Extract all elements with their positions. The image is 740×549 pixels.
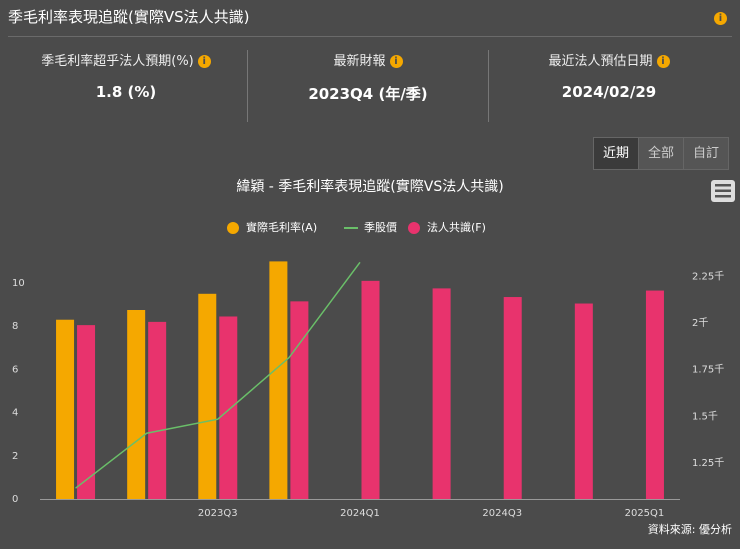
- x-tick-label: 2025Q1: [625, 508, 665, 519]
- x-tick-label: 2023Q3: [198, 508, 238, 519]
- y2-tick-label: 1.75千: [692, 364, 724, 376]
- range-button[interactable]: 自訂: [683, 137, 729, 170]
- y2-tick-label: 2千: [692, 317, 708, 329]
- range-button[interactable]: 近期: [593, 137, 639, 170]
- y-tick-label: 8: [12, 321, 18, 332]
- stat-value: 1.8 (%): [95, 83, 157, 101]
- menu-line: [715, 189, 731, 192]
- stat-value: 2023Q4 (年/季): [308, 85, 428, 103]
- bar: [503, 297, 522, 499]
- header-title: 季毛利率表現追蹤(實際VS法人共識): [8, 8, 250, 26]
- legend-symbol: [227, 222, 239, 234]
- y2-tick-label: 2.25千: [692, 270, 724, 282]
- legend-label: 實際毛利率(A): [246, 220, 317, 234]
- bar: [77, 325, 96, 499]
- source: 資料來源: 優分析: [648, 522, 732, 536]
- menu-line: [715, 184, 731, 187]
- bar: [127, 310, 146, 499]
- bar: [290, 301, 309, 499]
- legend-label: 法人共識(F): [427, 220, 486, 234]
- stat: 最新財報 i 2023Q4 (年/季): [248, 50, 488, 104]
- bar: [645, 290, 664, 499]
- y2-tick-label: 1.5千: [692, 410, 718, 422]
- menu-line: [715, 195, 731, 198]
- y-tick-label: 4: [12, 408, 18, 419]
- line: [75, 261, 361, 489]
- legend-symbol: [408, 222, 420, 234]
- x-tick-label: 2024Q3: [482, 508, 522, 519]
- menu-button[interactable]: [711, 180, 735, 202]
- y-tick-label: 10: [12, 278, 25, 289]
- stat: 季毛利率超乎法人預期(%) i 1.8 (%): [6, 50, 246, 101]
- stat: 最近法人預估日期 i 2024/02/29: [489, 50, 729, 101]
- y-tick-label: 0: [12, 494, 18, 505]
- stat-label: 最新財報: [333, 54, 386, 69]
- y2-tick-label: 1.25千: [692, 457, 724, 469]
- bar: [56, 319, 75, 499]
- legend-label: 季股價: [364, 220, 397, 234]
- y-tick-label: 6: [12, 364, 18, 375]
- divider: [488, 50, 489, 122]
- stat-label: 最近法人預估日期: [548, 54, 653, 69]
- bar: [148, 321, 167, 499]
- divider: [8, 36, 732, 37]
- bar: [574, 303, 593, 499]
- chart-title: 緯穎 - 季毛利率表現追蹤(實際VS法人共識): [236, 178, 503, 195]
- bar: [198, 293, 217, 499]
- bar: [269, 261, 288, 499]
- bar: [361, 280, 380, 499]
- y-tick-label: 2: [12, 451, 18, 462]
- bar: [219, 316, 238, 499]
- divider: [247, 50, 248, 122]
- x-tick-label: 2024Q1: [340, 508, 380, 519]
- info-icon[interactable]: i: [714, 8, 727, 27]
- stat-value: 2024/02/29: [561, 83, 657, 101]
- stat-label: 季毛利率超乎法人預期(%): [41, 54, 194, 69]
- bar: [432, 288, 451, 499]
